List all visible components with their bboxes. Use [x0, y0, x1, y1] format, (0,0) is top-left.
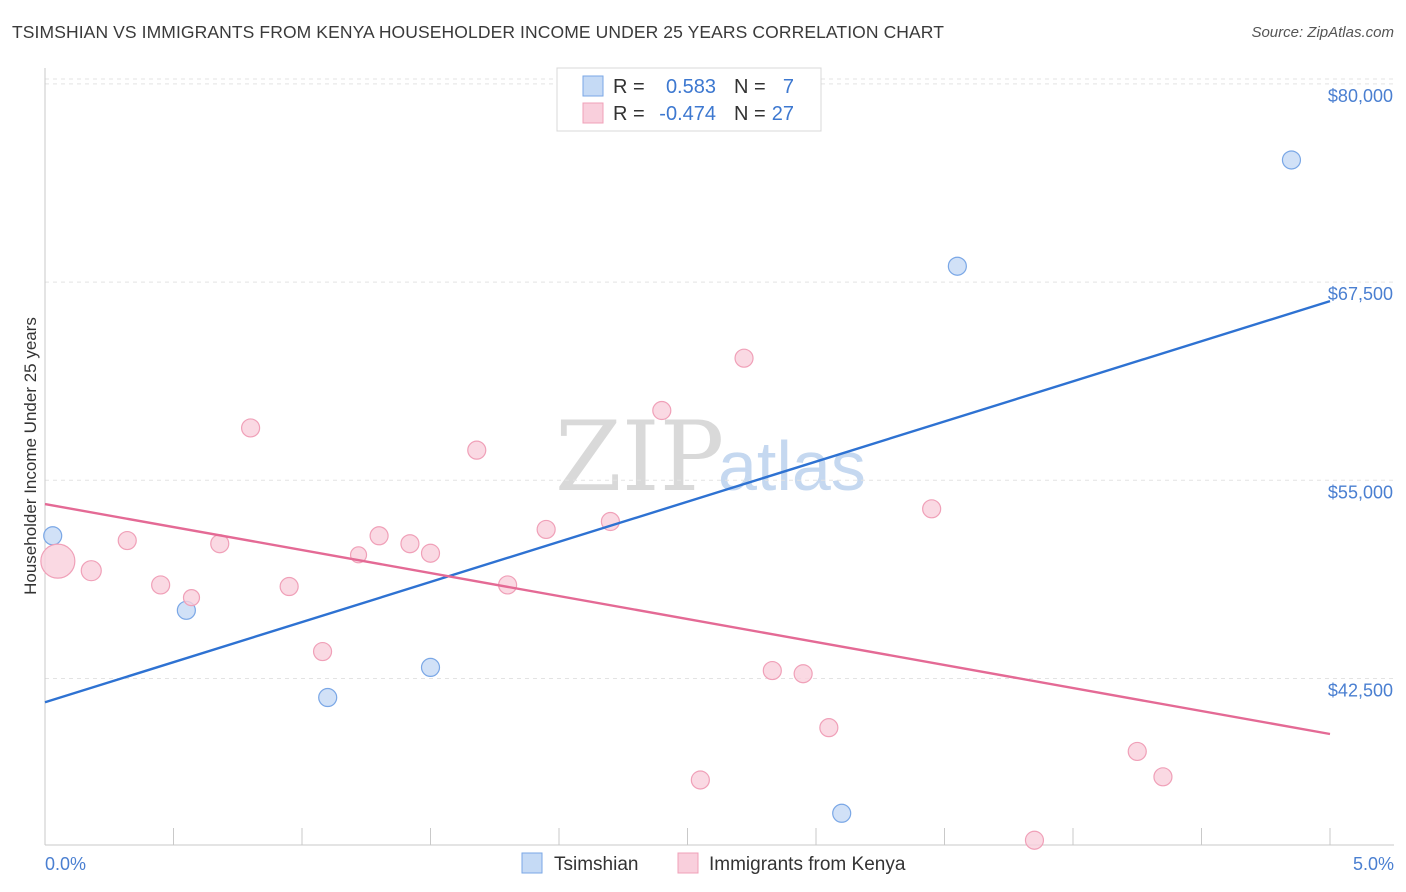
bottom-legend-swatch-kenya — [677, 852, 699, 874]
source-credit: Source: ZipAtlas.com — [1251, 24, 1394, 41]
trend-lines — [44, 299, 1331, 736]
point-kenya — [819, 718, 839, 738]
legend-r-label-1: R = — [613, 76, 645, 98]
y-tick-label: $42,500 — [1328, 681, 1393, 701]
point-kenya — [1153, 767, 1173, 787]
legend-r-label-2: R = — [613, 103, 645, 125]
point-kenya — [1024, 830, 1045, 850]
legend-r-value-2: -0.474 — [659, 103, 716, 125]
point-kenya — [652, 400, 672, 421]
data-points — [40, 150, 1302, 850]
point-kenya — [922, 499, 942, 519]
point-kenya — [369, 526, 389, 546]
point-kenya — [400, 534, 420, 554]
point-kenya — [279, 576, 299, 597]
correlation-legend: R = 0.583 N = 7 R = -0.474 N = 27 — [556, 67, 822, 132]
y-tick-labels: $42,500 $55,000 $67,500 $80,000 — [1328, 86, 1393, 701]
legend-n-label-2: N = — [734, 103, 766, 125]
point-tsimshian — [318, 687, 338, 708]
trend-line-kenya — [44, 502, 1331, 736]
point-kenya — [117, 530, 137, 551]
point-kenya — [793, 664, 813, 684]
point-kenya — [734, 348, 754, 368]
chart-title: TSIMSHIAN VS IMMIGRANTS FROM KENYA HOUSE… — [12, 22, 945, 42]
legend-n-value-1: 7 — [783, 76, 794, 98]
y-tick-label: $67,500 — [1328, 284, 1393, 304]
x-tick-label-min: 0.0% — [45, 854, 86, 874]
point-kenya — [467, 440, 487, 460]
point-kenya — [420, 543, 441, 563]
point-kenya — [312, 641, 333, 662]
bottom-legend-label-kenya: Immigrants from Kenya — [709, 854, 906, 875]
legend-swatch-kenya — [582, 102, 604, 124]
point-tsimshian — [832, 803, 852, 823]
x-tick-marks — [173, 828, 1331, 845]
watermark-atlas: atlas — [718, 427, 866, 505]
point-tsimshian — [43, 526, 63, 546]
series-legend: Tsimshian Immigrants from Kenya — [521, 852, 906, 875]
point-kenya — [241, 418, 261, 438]
point-kenya — [182, 589, 201, 607]
watermark-zip: ZIP — [555, 401, 724, 513]
trend-line-tsimshian — [44, 299, 1331, 704]
y-tick-label: $80,000 — [1328, 86, 1393, 106]
point-kenya — [536, 519, 556, 540]
x-tick-label-max: 5.0% — [1353, 854, 1394, 874]
bottom-legend-label-tsimshian: Tsimshian — [554, 854, 638, 875]
legend-swatch-tsimshian — [582, 75, 604, 97]
point-tsimshian — [947, 256, 967, 276]
point-kenya — [151, 575, 171, 595]
y-axis-label: Householder Income Under 25 years — [21, 317, 40, 595]
legend-r-value-1: 0.583 — [666, 76, 716, 98]
point-kenya — [690, 770, 710, 790]
point-kenya — [1127, 741, 1147, 762]
point-kenya — [40, 543, 76, 579]
point-tsimshian — [420, 657, 441, 678]
point-kenya — [80, 560, 102, 582]
bottom-legend-swatch-tsimshian — [521, 852, 543, 874]
legend-n-label-1: N = — [734, 76, 766, 98]
point-tsimshian — [1281, 150, 1302, 170]
y-tick-label: $55,000 — [1328, 482, 1393, 502]
point-kenya — [762, 660, 782, 681]
legend-n-value-2: 27 — [772, 103, 794, 125]
gridlines — [45, 78, 1394, 679]
